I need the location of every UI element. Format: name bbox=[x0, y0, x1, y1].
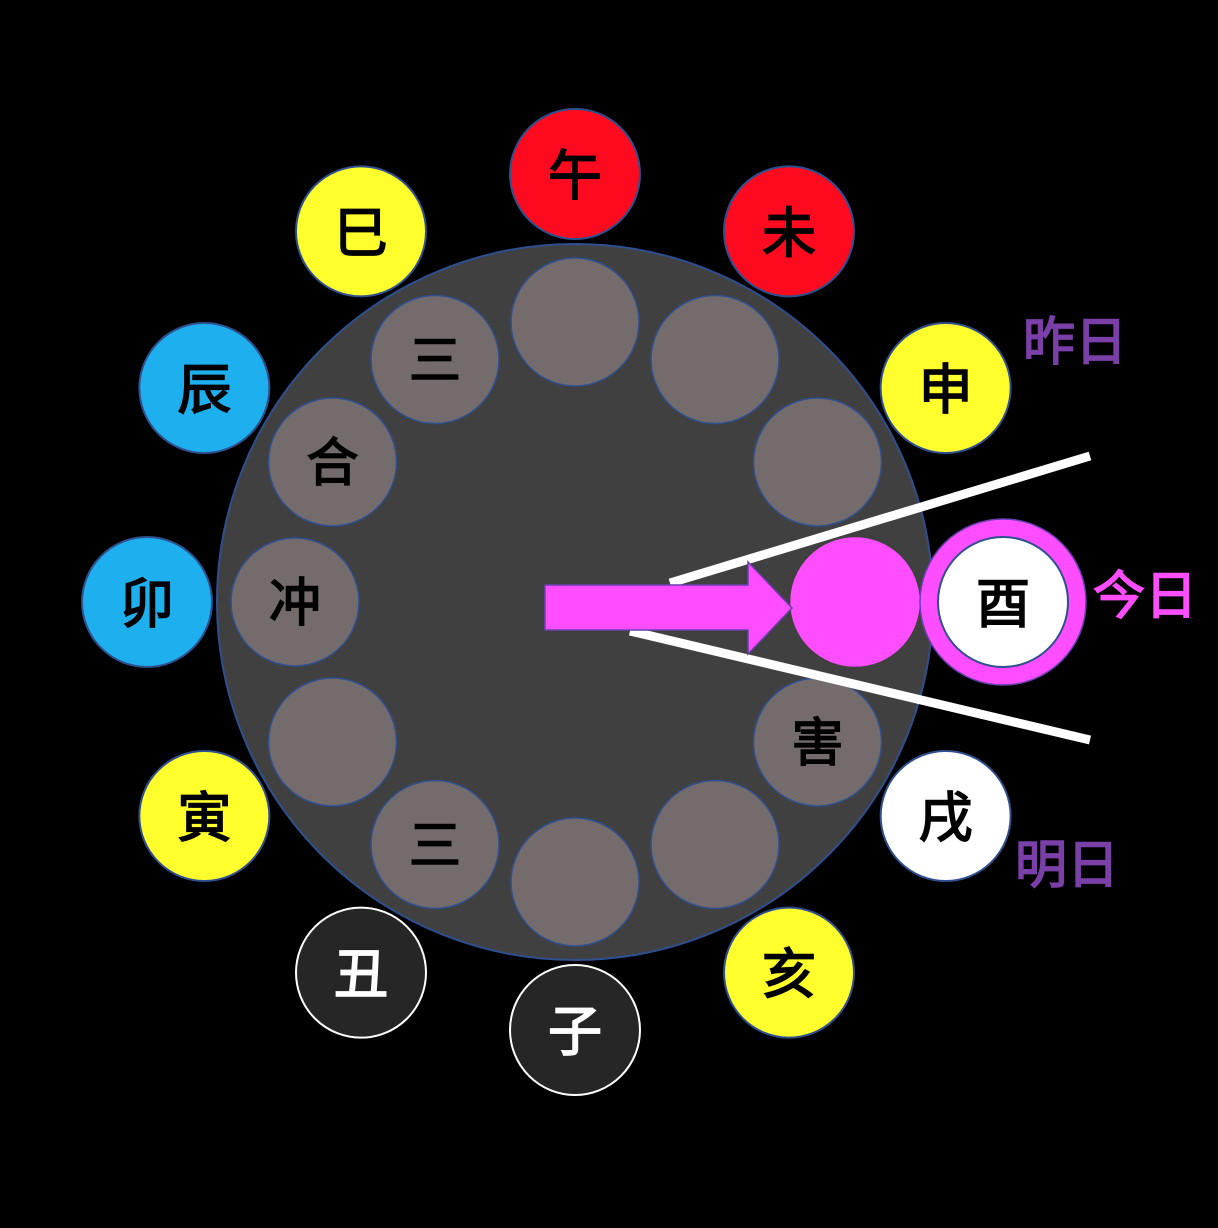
branch-shen: 申 bbox=[879, 322, 1012, 454]
branch-label: 丑 bbox=[334, 943, 388, 1006]
branch-circle bbox=[295, 165, 427, 298]
branch-label: 亥 bbox=[762, 943, 816, 1006]
branch-label: 卯 bbox=[120, 573, 174, 636]
branch-label: 戌 bbox=[919, 787, 973, 850]
inner-slot-si: 三 bbox=[370, 294, 500, 425]
pointer-line-upper bbox=[668, 451, 1092, 588]
inner-slot-circle bbox=[752, 397, 883, 527]
inner-slot-wu bbox=[510, 257, 640, 387]
inner-slot-circle bbox=[650, 294, 780, 425]
inner-slot-zi bbox=[510, 817, 640, 947]
branch-label: 寅 bbox=[177, 787, 231, 850]
branch-yin: 寅 bbox=[138, 750, 271, 882]
inner-slot-wei bbox=[650, 294, 780, 425]
branch-label: 辰 bbox=[177, 359, 231, 422]
branch-label: 子 bbox=[548, 1001, 602, 1064]
inner-slot-label: 三 bbox=[409, 332, 461, 392]
branch-circle bbox=[81, 536, 213, 668]
inner-slot-label: 害 bbox=[791, 714, 843, 774]
pointer bbox=[544, 451, 1092, 745]
branch-label: 酉 bbox=[976, 573, 1030, 636]
day-labels: 昨日 今日 明日 bbox=[1015, 313, 1197, 896]
branch-wu: 午 bbox=[509, 108, 641, 240]
branch-circle bbox=[723, 906, 855, 1039]
label-tomorrow: 明日 bbox=[1015, 836, 1119, 896]
inner-slot-circle bbox=[650, 779, 780, 910]
branch-label: 午 bbox=[548, 145, 602, 208]
inner-slot-hai bbox=[650, 779, 780, 910]
branch-you: 酉 bbox=[919, 518, 1087, 686]
branch-wei: 未 bbox=[723, 165, 855, 298]
branch-hai: 亥 bbox=[723, 906, 855, 1039]
inner-slot-you bbox=[790, 537, 920, 667]
inner-slot-label: 冲 bbox=[269, 574, 321, 634]
pointer-line-lower bbox=[628, 626, 1092, 745]
inner-slot-circle bbox=[510, 817, 640, 947]
inner-slot-circle bbox=[267, 397, 398, 527]
branch-circle bbox=[509, 108, 641, 240]
inner-slot-circle bbox=[370, 779, 500, 910]
branch-label: 巳 bbox=[334, 202, 388, 265]
branch-chou: 丑 bbox=[295, 906, 427, 1039]
label-today: 今日 bbox=[1093, 567, 1197, 627]
inner-slot-label: 三 bbox=[409, 816, 461, 876]
inner-slot-yin bbox=[267, 677, 398, 807]
branch-circle bbox=[138, 322, 271, 454]
inner-slot-xu: 害 bbox=[752, 677, 883, 807]
inner-slot-shen bbox=[752, 397, 883, 527]
branch-mao: 卯 bbox=[81, 536, 213, 668]
branch-circle bbox=[723, 165, 855, 298]
inner-slot-chen: 合 bbox=[267, 397, 398, 527]
inner-slot-mao: 冲 bbox=[230, 537, 360, 667]
inner-slot-circle bbox=[370, 294, 500, 425]
label-yesterday: 昨日 bbox=[1023, 313, 1127, 373]
branch-circle bbox=[879, 322, 1012, 454]
branch-zi: 子 bbox=[509, 964, 641, 1096]
inner-slot-circle bbox=[510, 257, 640, 387]
branch-si: 巳 bbox=[295, 165, 427, 298]
branch-circle bbox=[509, 964, 641, 1096]
inner-slot-label: 合 bbox=[307, 434, 359, 494]
branch-label: 申 bbox=[919, 359, 973, 422]
branch-xu: 戌 bbox=[879, 750, 1012, 882]
branch-circle bbox=[138, 750, 271, 882]
branch-label: 未 bbox=[762, 202, 816, 265]
inner-slot-chou: 三 bbox=[370, 779, 500, 910]
inner-slot-circle bbox=[790, 537, 920, 667]
inner-slot-circle bbox=[267, 677, 398, 807]
branch-circle bbox=[295, 906, 427, 1039]
branch-circle bbox=[879, 750, 1012, 882]
branch-circle bbox=[937, 536, 1069, 668]
inner-slot-circle bbox=[230, 537, 360, 667]
arrow bbox=[544, 560, 794, 656]
branch-chen: 辰 bbox=[138, 322, 271, 454]
